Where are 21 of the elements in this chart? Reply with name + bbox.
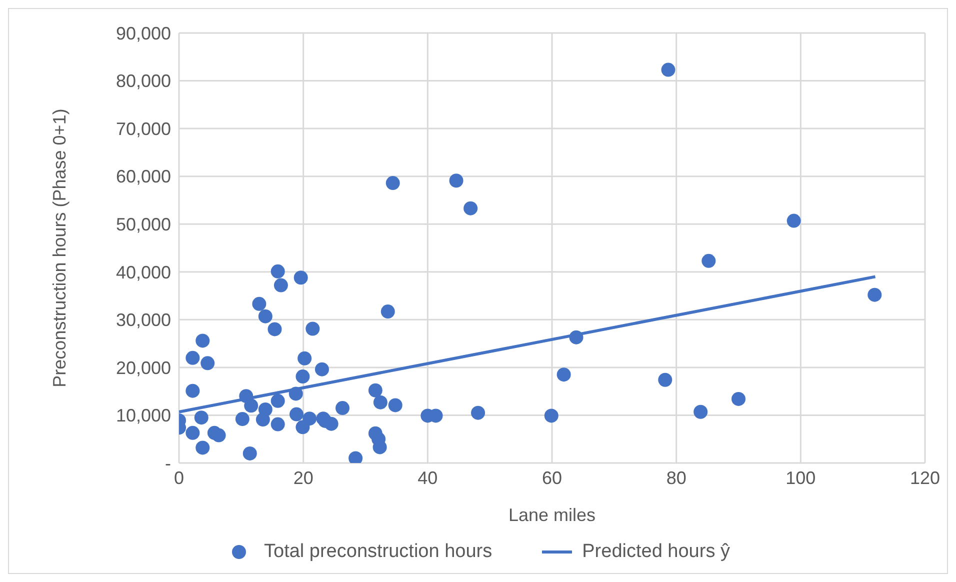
y-tick-label: 80,000 (116, 71, 171, 92)
y-tick-label: 40,000 (116, 262, 171, 282)
x-tick-label: 80 (666, 468, 686, 488)
x-tick-label: 40 (418, 468, 438, 488)
x-tick-label: 0 (174, 468, 184, 488)
y-tick-label: 30,000 (116, 310, 171, 330)
x-axis-title: Lane miles (508, 505, 596, 525)
y-tick-label: 60,000 (116, 166, 171, 187)
y-tick-label: 50,000 (116, 214, 171, 234)
x-tick-label: 60 (542, 468, 562, 488)
y-tick-label: 90,000 (116, 23, 171, 44)
legend-label: Predicted hours ŷ (581, 541, 730, 563)
y-tick-label: 70,000 (116, 118, 171, 139)
x-tick-label: 100 (786, 468, 816, 488)
y-tick-label: - (165, 453, 171, 474)
y-axis-title: Preconstruction hours (Phase 0+1) (49, 108, 70, 388)
x-tick-label: 20 (293, 468, 314, 488)
legend-label: Total preconstruction hours (263, 541, 492, 563)
x-tick-label: 120 (910, 468, 940, 488)
y-tick-label: 20,000 (116, 358, 171, 378)
y-tick-label: 10,000 (116, 406, 171, 426)
